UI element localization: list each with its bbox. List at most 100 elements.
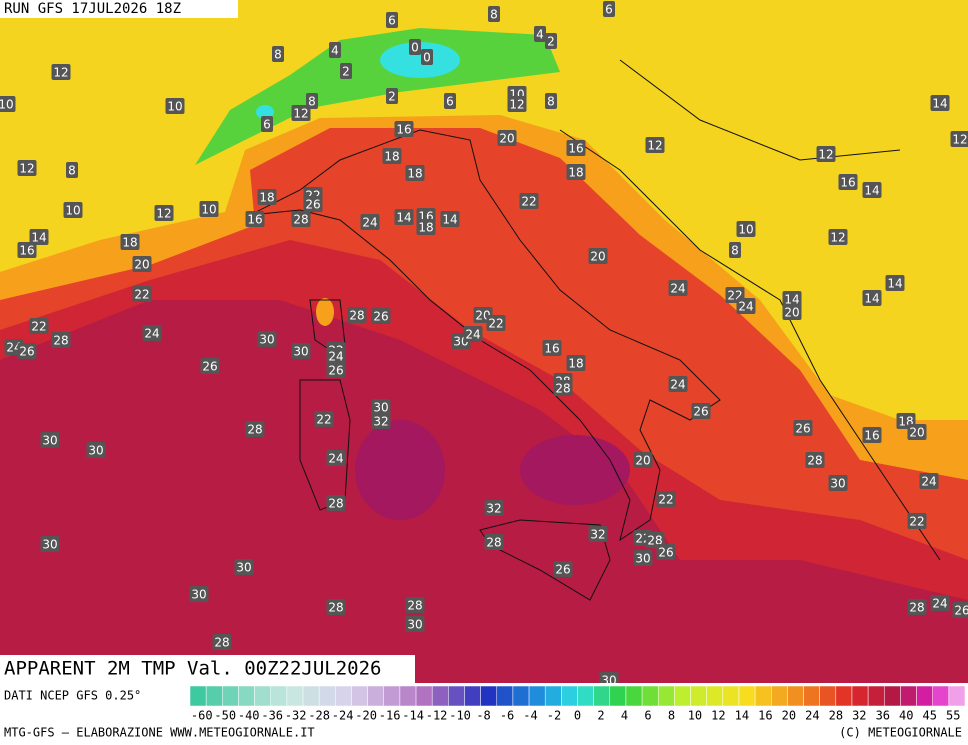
temp-label: 26 [328,364,343,378]
scale-cell [464,685,481,707]
temp-label: 26 [555,563,570,577]
scale-cell [448,685,465,707]
scale-label: 40 [899,709,913,723]
temp-label: 10 [201,203,216,217]
label-box [394,121,414,137]
label-box [51,64,71,80]
temp-label: 6 [605,3,613,17]
temp-label: 18 [407,167,422,181]
scale-label: -24 [332,709,354,723]
temp-label: 16 [396,123,411,137]
source-text: DATI NCEP GFS 0.25° [4,689,141,703]
temp-label: 2 [388,90,396,104]
scale-cell [916,685,933,707]
temp-label: 26 [202,360,217,374]
temp-label: 26 [305,198,320,212]
label-box [386,88,398,104]
scale-cell [399,685,417,707]
label-box [326,495,346,511]
label-box [885,275,905,291]
temp-label: 28 [293,213,308,227]
temp-label: 22 [134,288,149,302]
scale-cell [932,685,950,707]
temp-label: 30 [407,618,422,632]
label-box [566,140,586,156]
label-box [463,326,483,342]
label-box [729,242,741,258]
temp-label: 26 [954,604,968,618]
label-box [566,164,586,180]
temp-label: 32 [373,415,388,429]
temp-label: 24 [738,300,753,314]
scale-label: -60 [191,709,213,723]
field-cyan [380,42,460,78]
scale-cell [593,685,611,707]
temp-label: 6 [446,95,454,109]
label-box [257,331,277,347]
label-box [907,513,927,529]
label-box [189,586,209,602]
label-box [633,550,653,566]
temp-label: 18 [418,221,433,235]
label-box [326,348,346,364]
scale-label: 0 [574,709,581,723]
scale-label: -8 [476,709,490,723]
temp-label: 12 [156,207,171,221]
temp-label: 20 [499,132,514,146]
scale-cell [674,685,691,707]
scale-cell [787,685,804,707]
label-box [862,427,882,443]
temp-label: 14 [396,211,411,225]
temp-label: 28 [349,309,364,323]
scale-cell [205,685,223,707]
scale-cell [641,685,659,707]
scale-cell [900,685,917,707]
label-box [386,12,398,28]
label-box [421,49,433,65]
temp-label: 22 [488,317,503,331]
label-box [950,131,968,147]
temp-label: 10 [738,223,753,237]
temp-label: 8 [308,95,316,109]
run-text: RUN GFS 17JUL2026 18Z [4,1,181,17]
label-box [519,193,539,209]
scale-label: -32 [285,709,307,723]
temp-label: 30 [88,444,103,458]
label-box [534,26,546,42]
label-box [656,491,676,507]
label-box [507,96,527,112]
copyright-text: (C) METEOGIORNALE [839,726,962,740]
scale-label: -14 [402,709,424,723]
temp-label: 18 [384,150,399,164]
temp-label: 30 [236,561,251,575]
scale-label: 6 [644,709,651,723]
label-box [645,137,665,153]
temp-label: 24 [362,216,377,230]
scale-cell [335,685,352,707]
temp-label: 2 [342,65,350,79]
scale-label: 8 [668,709,675,723]
scale-cell [851,685,869,707]
temp-label: 10 [65,204,80,218]
scale-label: 24 [805,709,819,723]
temp-label: 14 [442,213,457,227]
temp-label: 16 [568,142,583,156]
temp-label: 16 [247,213,262,227]
temp-label: 4 [536,28,544,42]
scale-cell [706,685,724,707]
temp-label: 18 [568,166,583,180]
scale-label: 36 [876,709,890,723]
temp-label: 26 [19,345,34,359]
temp-label: 6 [388,14,396,28]
temp-label: 28 [53,334,68,348]
label-box [382,148,402,164]
scale-label: -50 [214,709,236,723]
temp-label: 12 [509,98,524,112]
label-box [566,355,586,371]
temp-label: 18 [122,236,137,250]
label-box [291,211,311,227]
scale-cell [803,685,820,707]
temp-label: 8 [490,8,498,22]
scale-cell [771,685,788,707]
label-box [633,452,653,468]
